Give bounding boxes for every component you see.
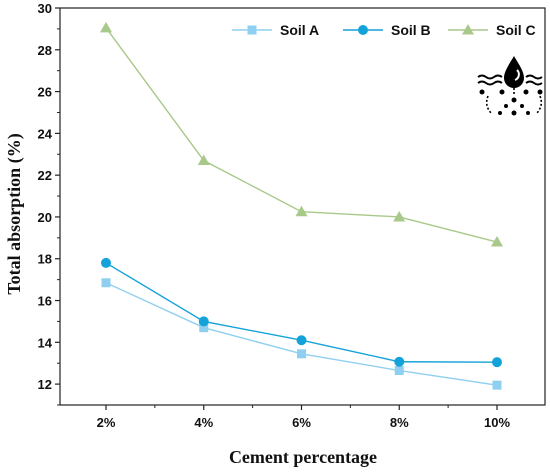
y-tick-label: 14 [38,335,53,350]
data-point [492,357,502,368]
y-tick-label: 12 [38,377,52,392]
axes [59,7,546,406]
legend-label: Soil A [280,22,319,38]
y-tick-label: 18 [38,252,52,267]
series-line [105,262,498,363]
data-point [492,380,502,390]
x-tick-label: 8% [390,415,409,430]
x-tick-label: 10% [484,415,510,430]
y-tick-label: 28 [38,43,52,58]
data-point [394,356,405,367]
x-tick-label: 4% [194,415,213,430]
y-tick-label: 30 [38,1,52,16]
legend-marker [462,24,474,35]
y-axis-title: Total absorption (%) [4,133,25,294]
y-tick-label: 16 [38,294,52,309]
data-point [198,316,209,327]
y-axis-ticks: 12 14 16 18 20 22 24 26 28 30 [38,1,60,406]
data-point [394,366,404,376]
data-point [296,335,307,346]
y-tick-label: 20 [38,210,52,225]
legend-label: Soil C [496,22,536,38]
series-soil-c [100,21,503,247]
y-tick-label: 24 [38,126,53,141]
legend-marker [247,25,257,35]
data-point [100,21,112,33]
x-axis-title: Cement percentage [229,447,377,467]
water-absorption-icon [477,56,543,116]
data-point [197,154,210,166]
data-point [295,205,308,217]
series-soil-b [101,257,502,368]
x-axis-ticks: 2% 4% 6% 8% 10% [97,405,510,430]
legend-label: Soil B [391,22,431,38]
data-point [101,278,111,288]
x-tick-label: 6% [292,415,311,430]
y-tick-label: 26 [38,85,52,100]
data-point [199,323,209,333]
plot-frame [59,7,546,406]
x-tick-label: 2% [97,415,116,430]
y-tick-label: 22 [38,168,52,183]
data-point [297,349,306,359]
legend-marker [358,25,368,35]
data-point [491,236,503,247]
series-layer [100,21,503,390]
data-point [393,210,406,222]
data-point [101,257,111,268]
legend: Soil A Soil B Soil C [232,22,536,38]
series-soil-a [101,278,502,390]
